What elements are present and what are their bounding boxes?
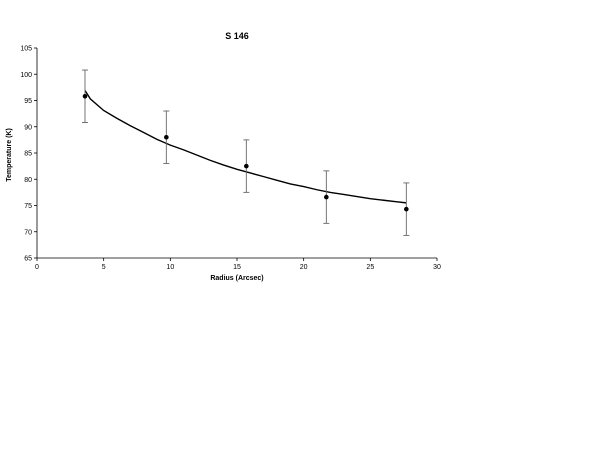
data-point — [324, 194, 329, 200]
y-tick-label: 90 — [24, 124, 32, 131]
data-point — [404, 206, 409, 212]
x-tick-label: 5 — [102, 264, 106, 271]
fit-line — [84, 90, 407, 204]
x-tick-label: 15 — [233, 264, 241, 271]
data-point — [244, 163, 249, 169]
ticks: 0 5 10 15 20 25 30 65 70 75 80 85 90 95 100 105 — [20, 46, 441, 272]
fit-line-group — [84, 90, 407, 204]
y-tick-label: 65 — [24, 256, 32, 263]
y-tick-label: 95 — [24, 98, 32, 105]
y-tick-label: 85 — [24, 151, 32, 158]
data-point — [164, 134, 169, 140]
x-tick-label: 30 — [433, 264, 441, 271]
x-tick-label: 10 — [166, 264, 174, 271]
x-tick-label: 0 — [35, 264, 39, 271]
y-tick-label: 105 — [20, 46, 32, 53]
error-bars — [82, 69, 410, 236]
data-points — [82, 94, 409, 212]
chart-title: S 146 — [225, 31, 249, 41]
x-axis-label: Radius (Arcsec) — [210, 275, 263, 282]
axes — [36, 48, 437, 259]
y-tick-label: 80 — [24, 177, 32, 184]
y-axis-label: Temperature (K) — [6, 128, 13, 182]
data-point — [82, 94, 88, 99]
y-tick-label: 100 — [20, 72, 32, 79]
y-tick-label: 75 — [24, 203, 32, 210]
x-tick-label: 20 — [300, 264, 308, 271]
y-tick-label: 70 — [24, 229, 32, 236]
x-tick-label: 25 — [366, 264, 374, 271]
